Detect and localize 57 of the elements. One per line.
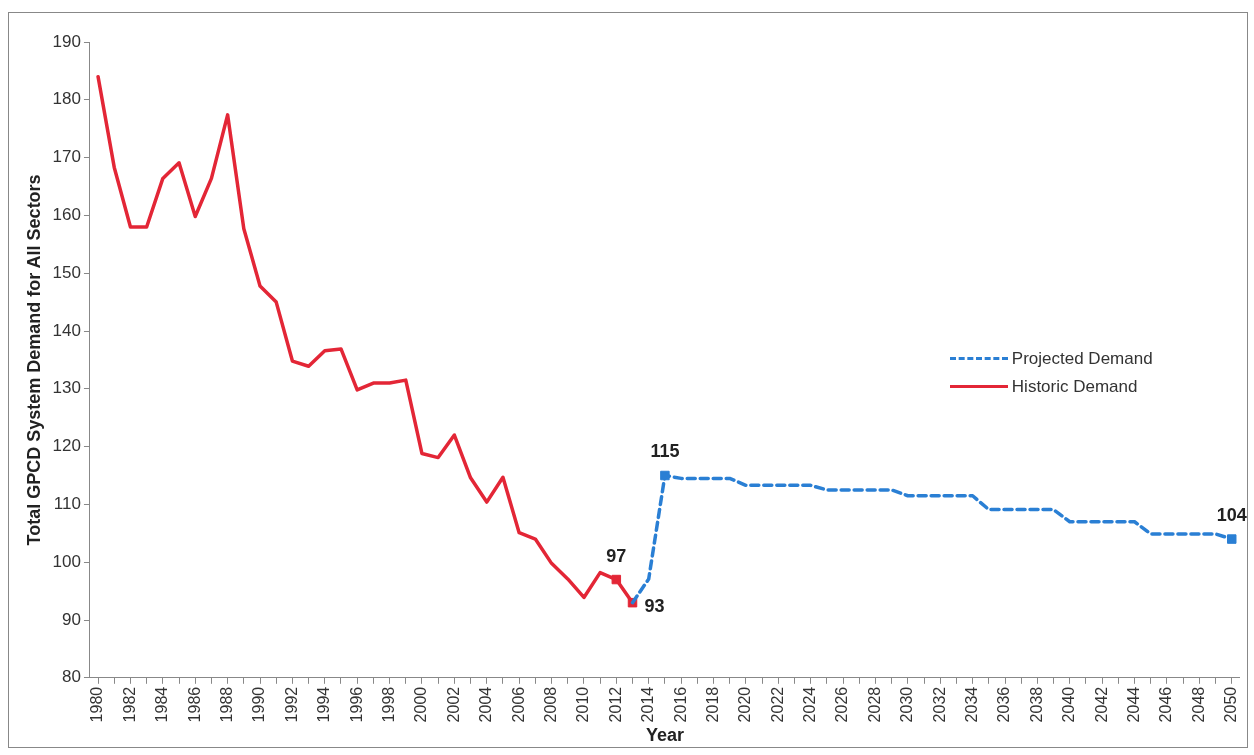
- x-tick-label: 1980: [88, 686, 106, 723]
- x-tick-label: 2044: [1124, 686, 1142, 723]
- x-tick-label: 1998: [379, 686, 397, 723]
- data-label: 93: [644, 595, 665, 616]
- data-label: 104: [1216, 505, 1247, 526]
- x-tick-label: 2022: [768, 686, 786, 723]
- x-tick-label: 2026: [833, 686, 851, 723]
- y-tick-label: 90: [62, 609, 81, 629]
- y-tick-label: 180: [52, 89, 81, 109]
- y-tick-label: 160: [52, 205, 81, 225]
- y-tick-label: 120: [52, 436, 81, 456]
- x-tick-label: 2002: [444, 686, 462, 723]
- x-tick-label: 1994: [315, 686, 333, 723]
- x-tick-label: 1986: [185, 686, 203, 723]
- x-tick-label: 1984: [153, 686, 171, 723]
- x-tick-label: 2042: [1092, 686, 1110, 723]
- x-tick-label: 2050: [1222, 686, 1240, 723]
- x-tick-label: 1982: [120, 686, 138, 723]
- y-tick-label: 100: [52, 551, 81, 571]
- y-axis-title: Total GPCD System Demand for All Sectors: [23, 174, 44, 546]
- x-tick-label: 2020: [736, 686, 754, 723]
- x-tick-label: 2014: [639, 686, 657, 723]
- x-tick-label: 2000: [412, 686, 430, 723]
- x-axis-title: Year: [645, 725, 684, 746]
- data-label: 115: [650, 441, 680, 462]
- x-tick-label: 2018: [703, 686, 721, 723]
- legend-label: Projected Demand: [1011, 348, 1153, 369]
- x-tick-label: 1992: [282, 686, 300, 723]
- y-tick-label: 80: [62, 667, 81, 687]
- y-tick-label: 170: [52, 147, 81, 167]
- x-tick-label: 2004: [477, 686, 495, 723]
- x-tick-label: 2008: [541, 686, 559, 723]
- point: [1227, 534, 1237, 544]
- x-tick-label: 2038: [1027, 686, 1045, 723]
- x-tick-label: 1996: [347, 686, 365, 723]
- x-tick-label: 2030: [898, 686, 916, 723]
- y-tick-label: 140: [52, 320, 81, 340]
- x-tick-label: 2046: [1157, 686, 1175, 723]
- x-tick-label: 2040: [1060, 686, 1078, 723]
- x-tick-label: 2012: [606, 686, 624, 723]
- x-tick-label: 2016: [671, 686, 689, 723]
- x-tick-label: 1988: [218, 686, 236, 723]
- legend-label: Historic Demand: [1011, 376, 1138, 397]
- x-tick-label: 2028: [865, 686, 883, 723]
- x-tick-label: 2024: [801, 686, 819, 723]
- x-tick-label: 2036: [995, 686, 1013, 723]
- y-tick-label: 110: [53, 494, 81, 514]
- x-tick-label: 2034: [963, 686, 981, 723]
- y-tick-label: 190: [52, 31, 81, 51]
- x-tick-label: 2048: [1189, 686, 1207, 723]
- y-tick-label: 130: [52, 378, 81, 398]
- x-tick-label: 1990: [250, 686, 268, 723]
- x-tick-label: 2006: [509, 686, 527, 723]
- data-label: 97: [606, 545, 627, 566]
- x-tick-label: 2010: [574, 686, 592, 723]
- y-tick-label: 150: [52, 262, 81, 282]
- x-tick-label: 2032: [930, 686, 948, 723]
